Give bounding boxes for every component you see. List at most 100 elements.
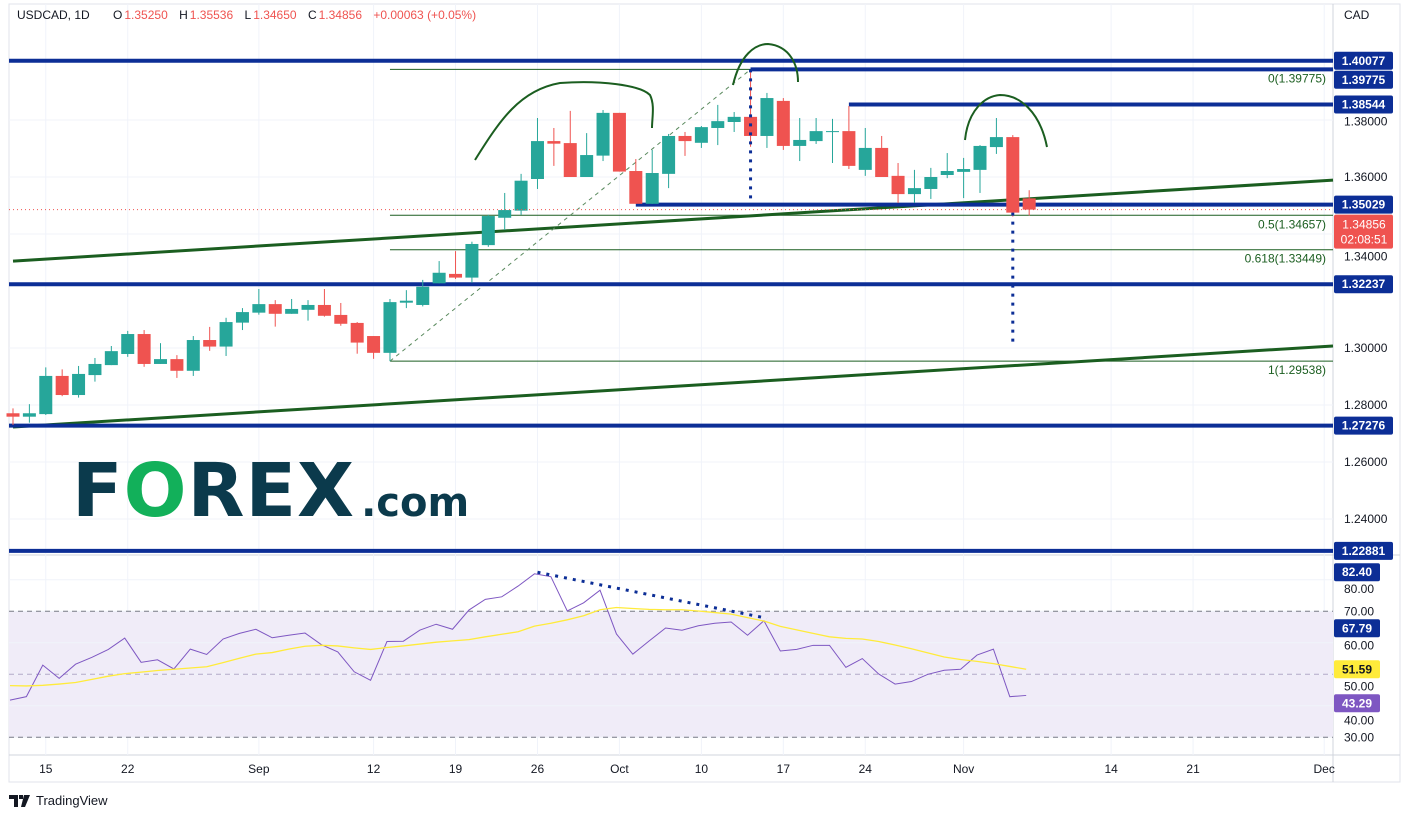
candle-body xyxy=(399,300,413,303)
tradingview-label: TradingView xyxy=(36,793,108,808)
candle xyxy=(170,355,184,378)
candle-body xyxy=(727,116,741,122)
candle xyxy=(285,298,299,314)
candle xyxy=(891,163,905,203)
candle xyxy=(334,302,348,326)
candle-body xyxy=(481,216,495,246)
candle-body xyxy=(301,304,315,310)
price-level-tag-bg xyxy=(1334,541,1393,560)
candle xyxy=(530,118,544,189)
candle-body xyxy=(137,334,151,364)
candle-body xyxy=(530,141,544,179)
countdown-tag: 02:08:51 xyxy=(1341,233,1388,247)
candle xyxy=(317,289,331,317)
candle-body xyxy=(924,177,938,189)
candle xyxy=(989,118,1003,154)
candle xyxy=(367,336,381,359)
candle xyxy=(301,300,315,321)
candle-body xyxy=(907,188,921,195)
x-tick-label: Sep xyxy=(248,762,270,776)
candle-body xyxy=(514,180,528,211)
rsi-value-tag-bg xyxy=(1334,660,1380,679)
head-arc xyxy=(732,42,799,86)
rsi-value-tag: 82.40 xyxy=(1342,565,1372,579)
tradingview-brand[interactable]: TradingView xyxy=(9,793,108,808)
candle xyxy=(88,357,102,382)
rsi-value-tag: 43.29 xyxy=(1342,696,1372,710)
x-tick-label: 21 xyxy=(1186,762,1200,776)
price-level-tag-bg xyxy=(1334,95,1393,114)
candle xyxy=(219,317,233,356)
candle-body xyxy=(1006,137,1020,213)
candle-body xyxy=(940,171,954,176)
rsi-value-tag-bg xyxy=(1334,563,1380,582)
price-level-tag: 1.22881 xyxy=(1342,544,1386,558)
current-price-tag-bg xyxy=(1334,214,1393,249)
candle-body xyxy=(383,302,397,353)
high-value: 1.35536 xyxy=(189,8,234,22)
candle xyxy=(416,279,430,307)
candle xyxy=(449,251,463,280)
price-level-tag: 1.40077 xyxy=(1342,54,1386,68)
candle xyxy=(563,110,577,177)
candle-body xyxy=(563,143,577,177)
candle xyxy=(137,330,151,367)
symbol-label[interactable]: USDCAD, 1D xyxy=(17,8,90,22)
price-level-tag: 1.38544 xyxy=(1342,97,1386,111)
rsi-ma-line xyxy=(9,606,1027,687)
candle-body xyxy=(596,112,610,156)
price-level-tag-bg xyxy=(1334,195,1393,214)
candle-body xyxy=(39,375,53,415)
candle-body xyxy=(88,363,102,376)
candle-body xyxy=(776,100,790,146)
candle-body xyxy=(285,308,299,314)
candle xyxy=(186,336,200,376)
candle xyxy=(809,118,823,144)
rsi-y-tick-label: 50.00 xyxy=(1344,679,1374,693)
candle xyxy=(481,214,495,247)
x-tick-label: 17 xyxy=(777,762,791,776)
currency-label: CAD xyxy=(1344,8,1370,22)
candle xyxy=(203,326,217,351)
candle-body xyxy=(612,112,626,172)
candle xyxy=(252,289,266,315)
candle xyxy=(973,145,987,193)
price-level-tag: 1.32237 xyxy=(1342,277,1386,291)
candle-body xyxy=(580,155,594,177)
candle-body xyxy=(826,131,839,133)
candle-body xyxy=(694,127,708,143)
fib-trend-dashed xyxy=(389,69,751,362)
candle-body xyxy=(678,135,692,142)
candle xyxy=(465,241,479,283)
candle xyxy=(383,298,397,362)
x-tick-label: 24 xyxy=(859,762,873,776)
forex-logo: F O REX .com xyxy=(72,448,470,534)
open-label: O xyxy=(113,8,123,22)
low-label: L xyxy=(244,8,252,22)
x-tick-label: 10 xyxy=(695,762,709,776)
candle xyxy=(760,92,774,148)
low-value: 1.34650 xyxy=(253,8,297,22)
rsi-line xyxy=(9,573,1027,701)
change-value: +0.00063 (+0.05%) xyxy=(373,8,477,22)
candle-body xyxy=(55,375,69,396)
price-level-tag-bg xyxy=(1334,275,1393,294)
candle-body xyxy=(416,286,430,305)
candle-body xyxy=(760,98,774,136)
candle xyxy=(662,133,676,189)
candle-body xyxy=(793,139,807,146)
candle xyxy=(776,98,790,150)
trend-line xyxy=(12,178,1334,263)
candle xyxy=(629,159,643,204)
candle xyxy=(678,131,692,156)
candle-body xyxy=(891,175,905,195)
rsi-y-tick-label: 30.00 xyxy=(1344,730,1374,744)
fib-level-label: 0(1.39775) xyxy=(1268,71,1326,85)
y-tick-label: 1.24000 xyxy=(1344,512,1388,526)
candle-body xyxy=(1022,198,1036,210)
candle xyxy=(55,369,69,397)
rsi-y-tick-label: 80.00 xyxy=(1344,582,1374,596)
chart-frame xyxy=(8,3,1401,783)
